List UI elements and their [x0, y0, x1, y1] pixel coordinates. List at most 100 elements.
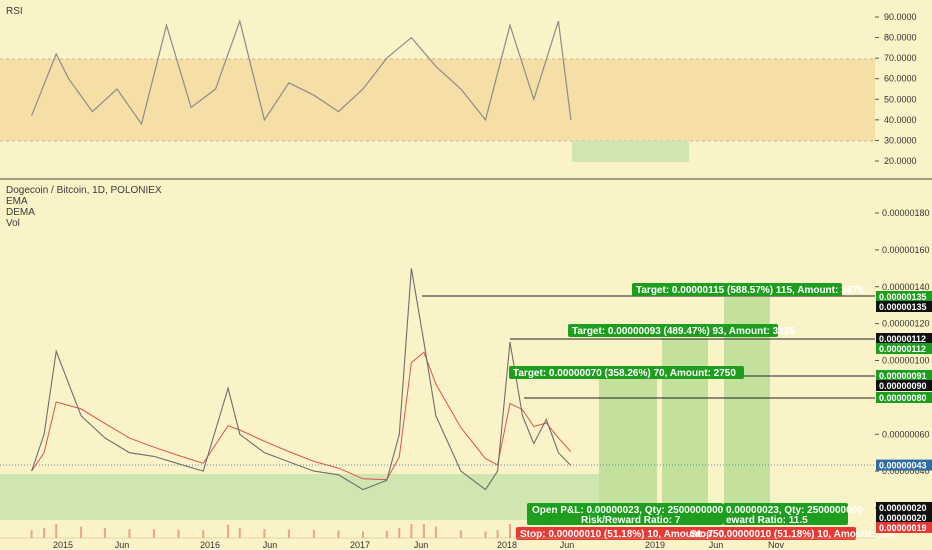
volume-bar — [30, 530, 33, 538]
rsi-series-line — [31, 19, 572, 126]
position-box-2[interactable]: 0.00000023, Qty: 2500000000 eward Ratio:… — [723, 503, 863, 526]
ema-line — [31, 351, 572, 481]
stop-box-bg — [516, 527, 856, 540]
target-label-3-text: Target: 0.00000115 (588.57%) 115, Amount… — [636, 285, 864, 296]
volume-bar — [55, 524, 58, 538]
volume-bar — [103, 528, 106, 538]
time-tick-label: 2015 — [53, 540, 73, 550]
stop-box[interactable]: Stop: 0.00000010 (51.18%) 10, Amount: 75… — [516, 527, 895, 540]
price-axis-tag-bg — [876, 522, 932, 533]
rsi-tick-label: 70.0000 — [884, 53, 917, 63]
support-zone — [0, 474, 599, 520]
stop-label-2: Stop: 0.00000010 (51.18%) 10, Amount: 75… — [690, 529, 895, 540]
price-tick-label: 0.00000040 — [882, 466, 930, 476]
volume-bar — [227, 524, 230, 538]
time-tick-label: Nov — [768, 540, 785, 550]
price-axis-tag: 0.00000135 — [879, 302, 927, 312]
volume-bar — [238, 527, 241, 538]
current-price-tag-bg — [876, 459, 932, 471]
time-tick-label: Jun — [560, 540, 575, 550]
volume-bar — [434, 526, 437, 538]
rsi-tick-label: 90.0000 — [884, 12, 917, 22]
volume-bar — [509, 524, 511, 538]
time-axis[interactable]: 2015 Jun 2016 Jun 2017 Jun 2018 Jun 2019 Jun Nov — [53, 540, 785, 550]
price-axis-tag: 0.00000019 — [879, 523, 927, 533]
rsi-highlight-zone — [572, 141, 689, 162]
volume-bar — [422, 524, 425, 538]
time-tick-label: Jun — [263, 540, 278, 550]
price-tick-label: 0.00000100 — [882, 356, 930, 366]
price-axis-tag-bg — [876, 392, 932, 403]
current-price-tag: 0.00000043 — [879, 461, 927, 471]
position-box-1[interactable]: Open P&L: 0.00000023, Qty: 2500000000 Ri… — [527, 503, 724, 526]
volume-bar — [484, 531, 487, 538]
time-tick-label: 2019 — [645, 540, 665, 550]
rsi-tick-label: 60.0000 — [884, 74, 917, 84]
volume-bar — [202, 530, 205, 538]
target-label-1[interactable]: Target: 0.00000070 (358.26%) 70, Amount:… — [509, 366, 744, 379]
price-axis-tag-bg — [876, 291, 932, 302]
volume-bar — [43, 527, 46, 538]
time-tick-label: 2018 — [497, 540, 517, 550]
rsi-title: RSI — [6, 6, 23, 17]
indicator-ema[interactable]: EMA — [6, 196, 28, 207]
target-label-3-bg — [632, 283, 842, 296]
price-axis-tag-bg — [876, 370, 932, 381]
target-zone-1 — [599, 376, 657, 504]
price-axis-tag: 0.00000091 — [879, 371, 927, 381]
volume-bar — [153, 529, 155, 538]
risk-reward-label-2: eward Ratio: 11.5 — [726, 515, 808, 526]
volume-bar — [287, 529, 290, 538]
price-axis-tag: 0.00000080 — [879, 393, 927, 403]
target-zone-2 — [662, 338, 708, 504]
time-tick-label: Jun — [414, 540, 429, 550]
volume-bar — [398, 527, 401, 538]
indicator-vol[interactable]: Vol — [6, 218, 20, 229]
volume-bar — [312, 530, 315, 538]
target-label-2-text: Target: 0.00000093 (489.47%) 93, Amount:… — [572, 326, 795, 337]
open-pl-label: Open P&L: 0.00000023, Qty: 2500000000 — [532, 505, 724, 516]
position-box-1-bg — [527, 503, 723, 525]
time-tick-label: Jun — [115, 540, 130, 550]
rsi-overbought-oversold-band — [0, 59, 875, 141]
price-tick-label: 0.00000120 — [882, 319, 930, 329]
price-axis-tag: 0.00000135 — [879, 292, 927, 302]
rsi-panel: RSI 90.0000 80.0000 70.0000 60.0000 50.0000 4… — [0, 6, 917, 166]
price-title: Dogecoin / Bitcoin, 1D, POLONIEX — [6, 185, 162, 196]
price-axis-tag-bg — [876, 512, 932, 523]
indicator-dema[interactable]: DEMA — [6, 207, 35, 218]
open-pl-label-2: 0.00000023, Qty: 2500000000 — [726, 505, 863, 516]
price-axis-tag-bg — [876, 343, 932, 354]
rsi-tick-label: 80.0000 — [884, 33, 917, 43]
rsi-tick-label: 20.0000 — [884, 156, 917, 166]
price-tick-label: 0.00000180 — [882, 208, 930, 218]
volume-bar — [337, 530, 340, 538]
price-axis-tag: 0.00000112 — [879, 344, 926, 354]
stop-label: Stop: 0.00000010 (51.18%) 10, Amount: 75… — [520, 529, 725, 540]
volume-bar — [263, 529, 266, 538]
price-axis-tag: 0.00000020 — [879, 503, 927, 513]
price-tick-label: 0.00000160 — [882, 245, 930, 255]
volume-bar — [496, 530, 499, 538]
target-label-1-text: Target: 0.00000070 (358.26%) 70, Amount:… — [513, 368, 736, 379]
time-tick-label: Jun — [709, 540, 724, 550]
price-axis-tag-bg — [876, 301, 932, 312]
position-box-2-bg — [723, 503, 848, 525]
volume-bar — [385, 530, 388, 538]
volume-bar — [80, 526, 83, 538]
price-axis-tag: 0.00000112 — [879, 334, 926, 344]
target-label-1-bg — [509, 366, 744, 379]
risk-reward-label-1: Risk/Reward Ratio: 7 — [581, 515, 681, 526]
time-tick-label: 2016 — [200, 540, 220, 550]
price-panel: Dogecoin / Bitcoin, 1D, POLONIEX EMA DEM… — [0, 185, 932, 540]
price-axis-tag-bg — [876, 333, 932, 344]
rsi-tick-label: 30.0000 — [884, 135, 917, 145]
time-tick-label: 2017 — [350, 540, 370, 550]
rsi-tick-label: 40.0000 — [884, 115, 917, 125]
target-label-3[interactable]: Target: 0.00000115 (588.57%) 115, Amount… — [632, 283, 864, 296]
volume-bar — [459, 530, 462, 538]
volume-bar — [128, 529, 131, 538]
target-label-2[interactable]: Target: 0.00000093 (489.47%) 93, Amount:… — [568, 324, 795, 337]
volume-bar — [362, 531, 364, 538]
